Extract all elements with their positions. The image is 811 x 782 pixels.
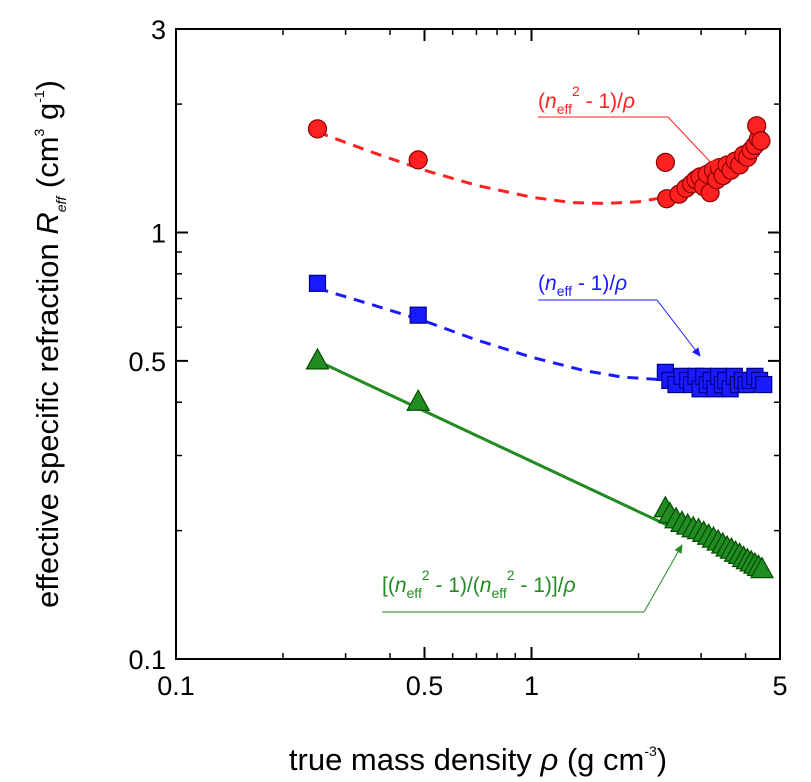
data-point-triangle [749,556,775,579]
data-points [305,116,775,579]
y-axis-label: effective specific refraction Reff (cm3 … [30,80,69,608]
annotation-red-label: (neff2 - 1)/ρ [538,83,635,117]
fit-line-1 [317,286,661,382]
annotation-green: [(neff2 - 1)/(neff2 - 1)]/ρ [382,544,683,613]
data-point-square [409,306,427,324]
tick-labels: 0.1 0.5 1 5 0.1 0.5 1 3 [128,15,787,701]
x-tick-label: 5 [772,671,787,701]
data-point-circle [307,119,328,139]
data-point-circle [655,152,675,172]
y-tick-label: 0.5 [128,347,166,377]
data-point-triangle [406,388,431,411]
data-point-square [308,274,327,292]
annotation-red: (neff2 - 1)/ρ [538,83,717,169]
x-tick-label: 1 [524,671,539,701]
annotation-blue-arrow [656,299,701,357]
y-tick-label: 0.1 [128,645,166,675]
plot-frame [175,28,781,660]
annotation-green-arrow [643,544,683,613]
data-point-circle [408,150,428,170]
x-tick-label: 0.5 [406,671,444,701]
data-point-square [755,375,773,394]
x-axis-label: true mass density ρ (g cm-3) [289,742,667,777]
annotation-red-arrow [667,116,717,169]
y-tick-label: 3 [151,15,166,45]
annotation-blue-label: (neff - 1)/ρ [538,272,627,299]
axis-ticks [175,28,781,660]
data-point-circle [751,131,771,151]
data-point-triangle [305,347,330,370]
x-tick-label: 0.1 [157,671,195,701]
annotation-blue: (neff - 1)/ρ [538,272,701,357]
annotation-green-label: [(neff2 - 1)/(neff2 - 1)]/ρ [382,567,576,601]
fit-lines [316,130,765,571]
y-tick-label: 1 [151,218,166,248]
